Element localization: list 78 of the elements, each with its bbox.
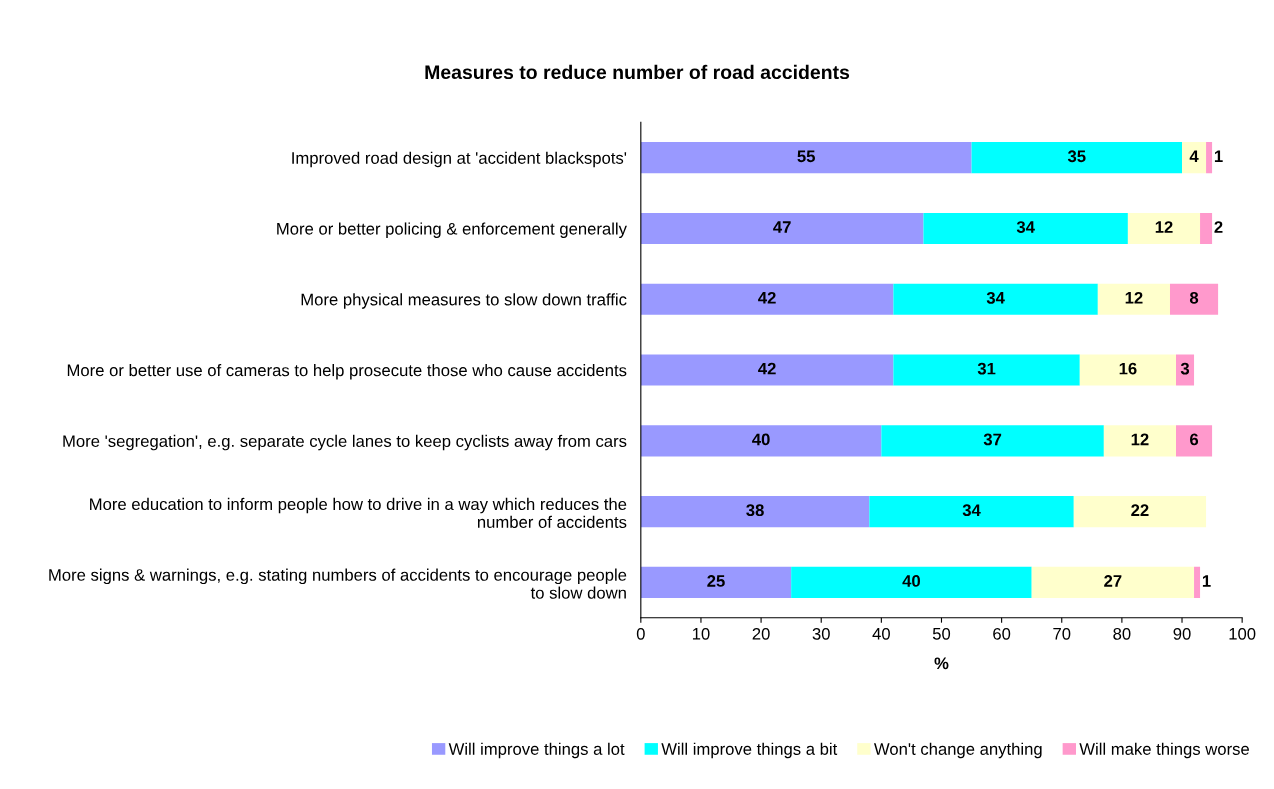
bar bbox=[640, 496, 870, 528]
legend-label: Will improve things a bit bbox=[661, 742, 838, 759]
bar bbox=[1200, 212, 1213, 245]
legend-label: Will improve things a lot bbox=[448, 742, 625, 759]
bar bbox=[640, 212, 924, 245]
y-tick-label: More or better use of cameras to help prosecute those who cause accidents bbox=[67, 364, 627, 380]
bar bbox=[923, 212, 1128, 245]
bar bbox=[1103, 425, 1176, 457]
bar bbox=[1097, 283, 1170, 315]
data-label: 55 bbox=[797, 150, 815, 163]
data-label: 3 bbox=[1180, 362, 1190, 375]
x-tick-label: 70 bbox=[1053, 627, 1071, 640]
x-tick-label: 20 bbox=[752, 627, 770, 640]
data-label: 12 bbox=[1125, 291, 1143, 304]
chart-title: Measures to reduce number of road accidents bbox=[425, 64, 850, 80]
data-label: 34 bbox=[962, 504, 981, 517]
bar bbox=[1031, 566, 1195, 598]
y-tick-label: More education to inform people how to drive in a way which reduces the number of accidents bbox=[90, 497, 627, 528]
bar bbox=[1079, 354, 1176, 386]
bar bbox=[1206, 142, 1213, 174]
data-label: 42 bbox=[758, 291, 776, 304]
data-label: 16 bbox=[1119, 362, 1137, 375]
data-label: 27 bbox=[1104, 575, 1122, 587]
x-tick-label: 90 bbox=[1173, 627, 1191, 640]
bar bbox=[640, 354, 894, 386]
bar bbox=[971, 142, 1183, 174]
bar bbox=[869, 496, 1074, 528]
y-tick-label: More signs & warnings, e.g. stating numbers of accidents to encourage people to slow down bbox=[49, 568, 627, 599]
data-label: 47 bbox=[773, 221, 791, 233]
legend-label: Won't change anything bbox=[873, 742, 1042, 759]
data-label: 8 bbox=[1189, 291, 1199, 304]
bar bbox=[640, 566, 792, 598]
y-tick-label: More physical measures to slow down traffic bbox=[301, 293, 627, 309]
data-label: 40 bbox=[902, 575, 921, 587]
x-tick-label: 30 bbox=[812, 627, 830, 640]
bar bbox=[640, 142, 972, 174]
y-tick-label: More 'segregation', e.g. separate cycle lanes to keep cyclists away from cars bbox=[63, 434, 627, 451]
data-label: 34 bbox=[986, 291, 1005, 304]
bar bbox=[893, 283, 1098, 315]
data-label: 1 bbox=[1214, 150, 1223, 162]
data-label: 1 bbox=[1202, 575, 1211, 587]
data-label: 31 bbox=[977, 362, 996, 375]
data-label: 12 bbox=[1155, 221, 1173, 233]
y-tick-label: Improved road design at 'accident blackspots' bbox=[292, 151, 627, 168]
bar bbox=[1176, 354, 1195, 386]
data-label: 42 bbox=[758, 362, 776, 375]
bar bbox=[893, 354, 1080, 386]
data-label: 2 bbox=[1214, 221, 1223, 233]
bar bbox=[1169, 283, 1219, 315]
bar bbox=[640, 425, 882, 457]
bar bbox=[640, 283, 894, 315]
bar bbox=[1073, 496, 1207, 528]
data-label: 25 bbox=[707, 575, 725, 587]
bar bbox=[881, 425, 1104, 457]
x-tick-label: 0 bbox=[636, 627, 645, 640]
bar bbox=[1182, 142, 1207, 174]
data-label: 38 bbox=[746, 504, 764, 517]
bar bbox=[1194, 566, 1201, 598]
data-label: 22 bbox=[1131, 504, 1149, 516]
x-tick-label: 100 bbox=[1229, 627, 1256, 640]
x-axis-title: % bbox=[934, 657, 949, 670]
data-label: 40 bbox=[752, 433, 770, 446]
bar bbox=[1176, 425, 1213, 457]
data-label: 35 bbox=[1067, 150, 1086, 163]
x-tick-label: 40 bbox=[872, 627, 890, 640]
x-tick-label: 10 bbox=[692, 627, 710, 640]
x-tick-label: 80 bbox=[1113, 627, 1131, 640]
data-label: 37 bbox=[983, 433, 1002, 446]
data-label: 34 bbox=[1016, 221, 1035, 233]
bar bbox=[791, 566, 1032, 598]
x-tick-label: 60 bbox=[993, 627, 1011, 640]
y-tick-label: More or better policing & enforcement generally bbox=[277, 222, 627, 238]
bar bbox=[1127, 212, 1201, 245]
legend-label: Will make things worse bbox=[1079, 742, 1249, 759]
data-label: 6 bbox=[1190, 433, 1199, 446]
x-tick-label: 50 bbox=[932, 627, 951, 640]
data-label: 4 bbox=[1189, 150, 1199, 162]
data-label: 12 bbox=[1131, 433, 1149, 446]
